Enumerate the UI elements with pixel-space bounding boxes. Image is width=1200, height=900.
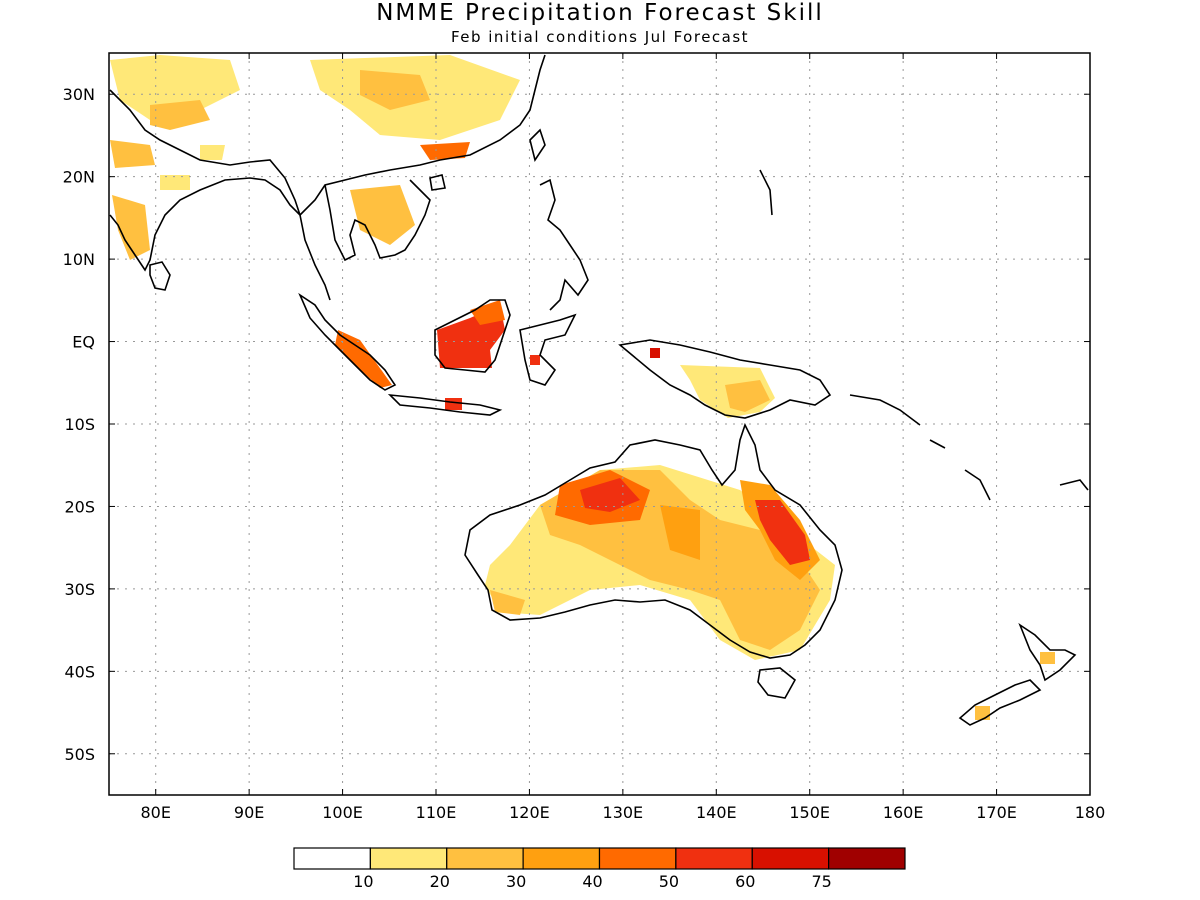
colorbar-swatch	[751, 847, 830, 870]
lon-tick-label: 90E	[234, 803, 264, 822]
lat-tick-label: 30S	[64, 580, 95, 599]
lon-tick-label: 120E	[509, 803, 550, 822]
colorbar-swatch	[675, 847, 753, 870]
colorbar-label: 10	[353, 872, 373, 891]
coastlines	[109, 54, 1089, 726]
longitude-labels: 80E 90E 100E 110E 120E 130E 140E 150E 160E 170E 18…	[140, 803, 1105, 822]
colorbar-label: 50	[659, 872, 679, 891]
lat-tick-label: 20N	[63, 168, 95, 187]
lon-tick-label: 170E	[976, 803, 1017, 822]
colorbar-swatch	[369, 847, 448, 870]
colorbar-swatch	[522, 847, 601, 870]
lat-tick-label: 50S	[64, 745, 95, 764]
colorbar-label: 20	[430, 872, 450, 891]
colorbar: 10 20 30 40 50 60 75	[293, 847, 906, 891]
map-title: NMME Precipitation Forecast Skill	[376, 0, 824, 26]
colorbar-label: 30	[506, 872, 526, 891]
lon-tick-label: 180	[1075, 803, 1106, 822]
colorbar-swatch	[598, 847, 677, 870]
map-subtitle: Feb initial conditions Jul Forecast	[450, 28, 750, 46]
gridlines	[109, 53, 1090, 795]
lat-tick-label: 30N	[63, 85, 95, 104]
colorbar-swatch	[293, 847, 371, 870]
colorbar-swatch	[446, 847, 524, 870]
latitude-labels: 30N 20N 10N EQ 10S 20S 30S 40S 50S	[63, 85, 95, 764]
lon-tick-label: 140E	[696, 803, 737, 822]
lat-tick-label: 20S	[64, 497, 95, 516]
colorbar-swatch	[828, 847, 906, 870]
lon-tick-label: 80E	[140, 803, 170, 822]
lon-tick-label: 160E	[883, 803, 924, 822]
lon-tick-label: 100E	[322, 803, 363, 822]
tick-marks	[109, 53, 1091, 795]
lon-tick-label: 110E	[416, 803, 457, 822]
lat-tick-label: EQ	[72, 333, 95, 352]
lon-tick-label: 150E	[789, 803, 830, 822]
colorbar-label: 40	[582, 872, 602, 891]
colorbar-label: 60	[735, 872, 755, 891]
lat-tick-label: 10N	[63, 250, 95, 269]
colorbar-label: 75	[811, 872, 831, 891]
skill-shading	[110, 55, 1055, 720]
lat-tick-label: 10S	[64, 415, 95, 434]
lon-tick-label: 130E	[603, 803, 644, 822]
lat-tick-label: 40S	[64, 662, 95, 681]
